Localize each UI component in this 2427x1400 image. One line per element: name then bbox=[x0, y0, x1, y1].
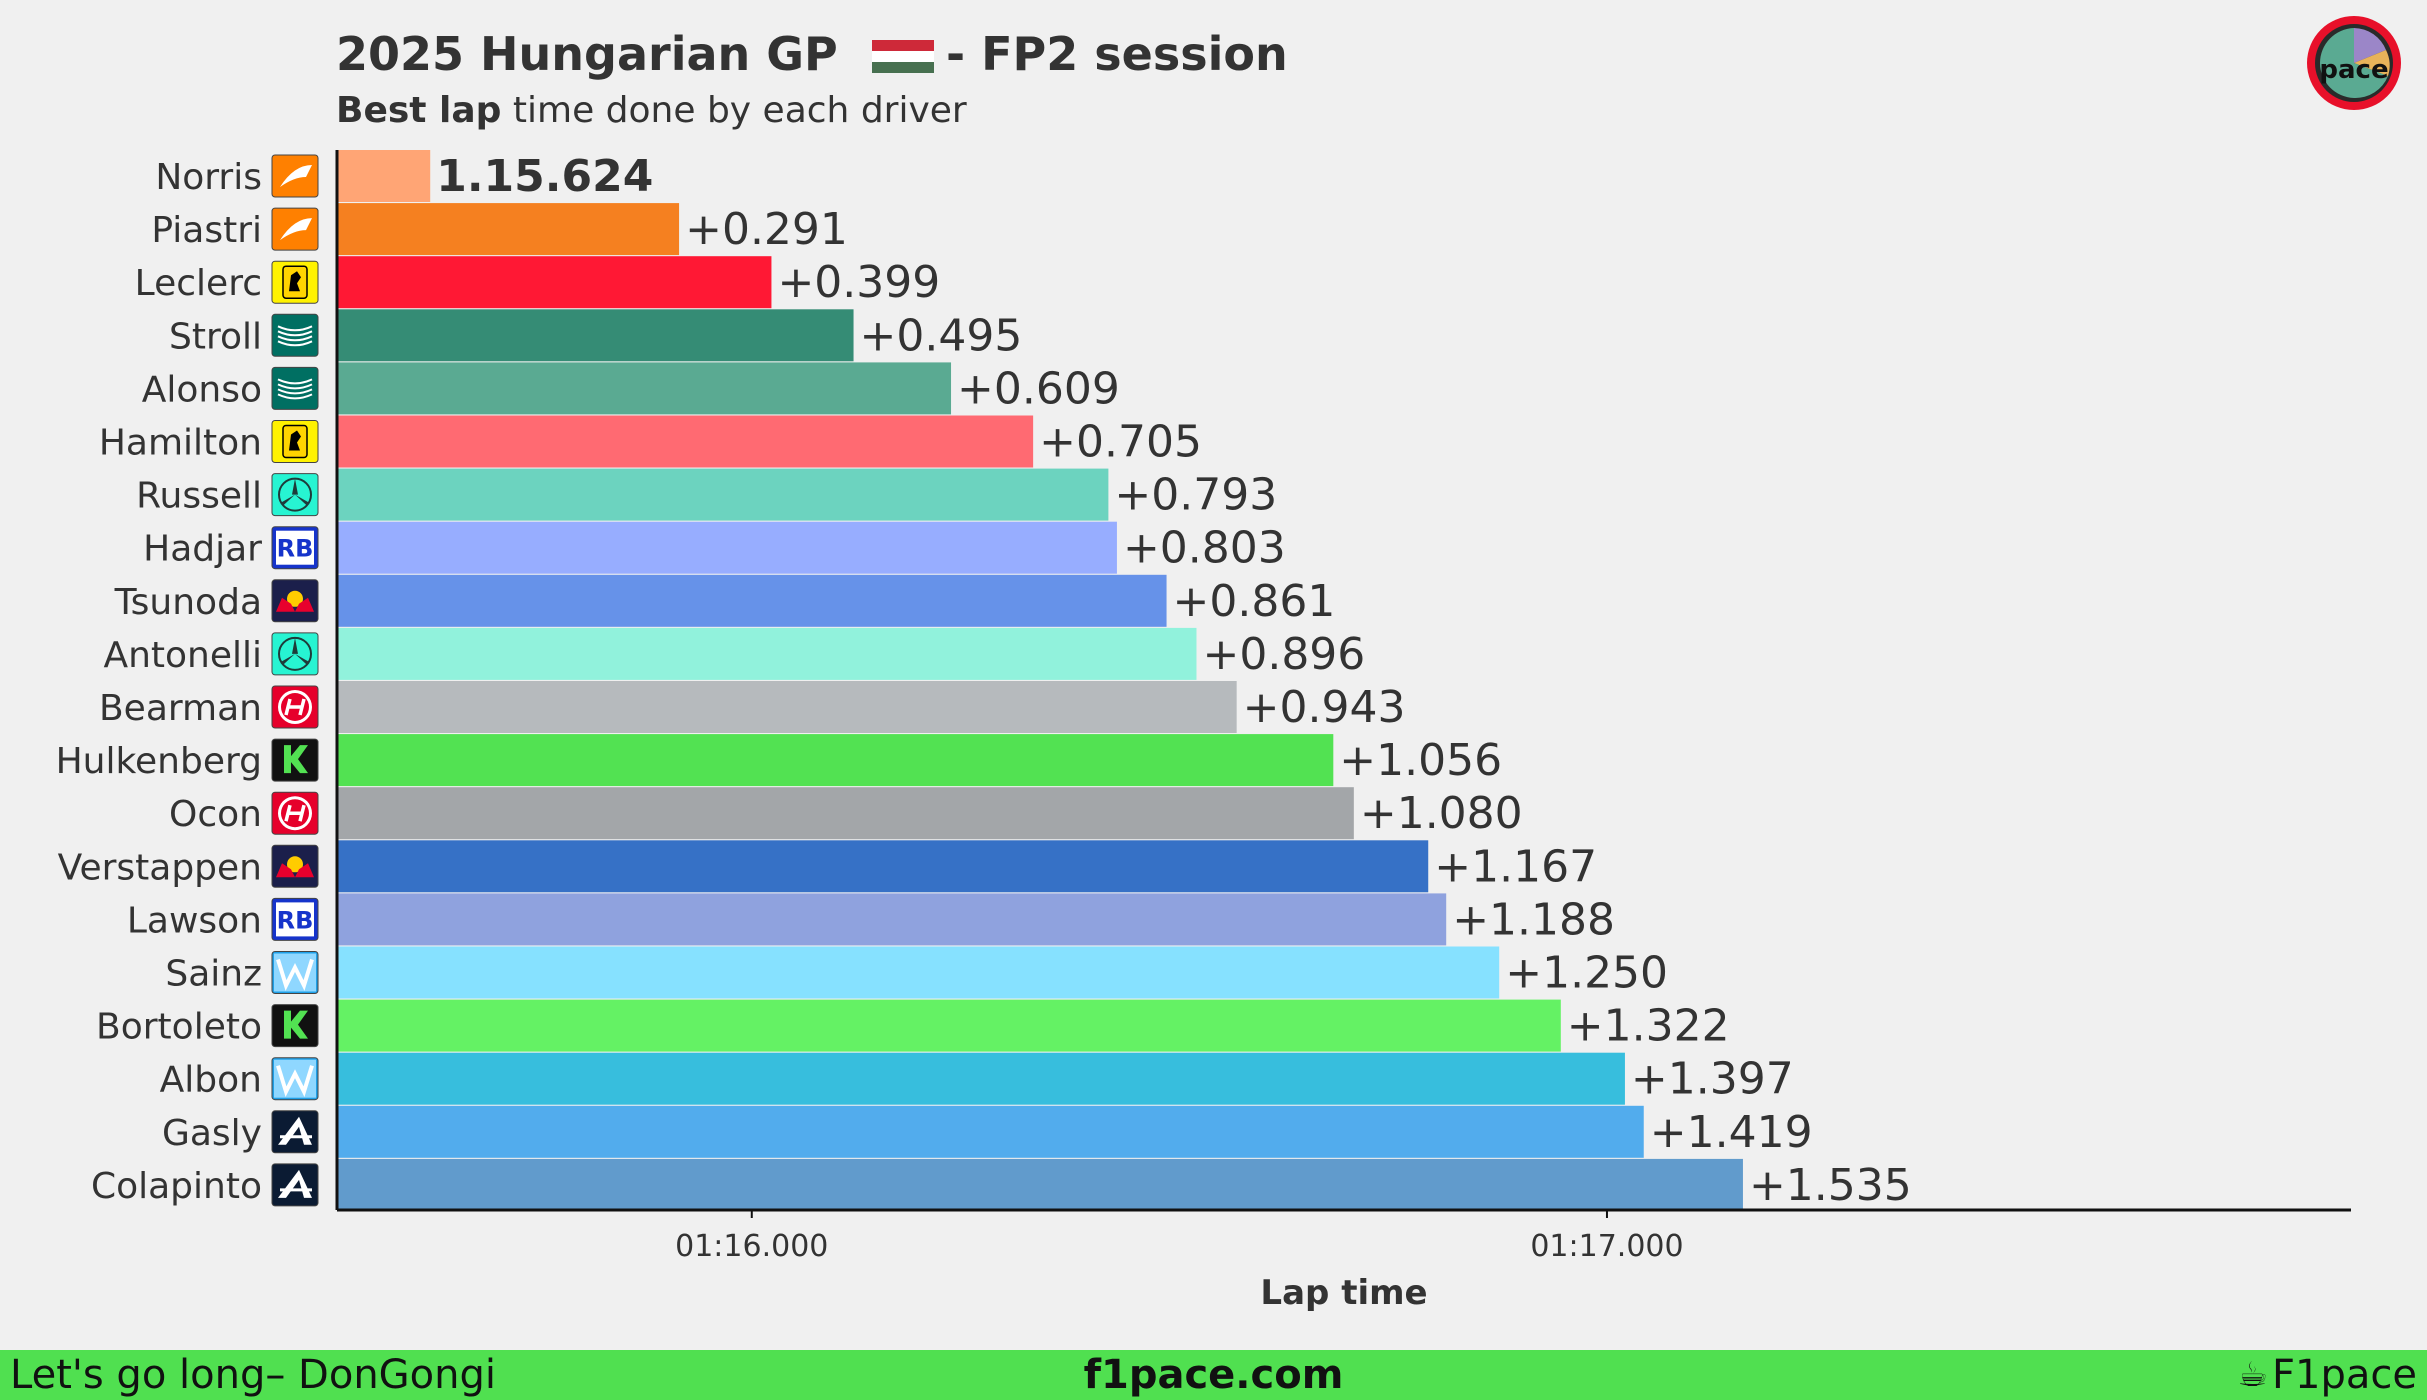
williams-logo-icon bbox=[271, 951, 319, 994]
alpine-logo-icon bbox=[271, 1163, 319, 1207]
value-label-sainz: +1.250 bbox=[1505, 948, 1668, 999]
chart-subtitle: Best lap time done by each driver bbox=[336, 90, 967, 131]
racing-bulls-logo-icon: RB bbox=[271, 897, 319, 941]
red-bull-logo-icon bbox=[271, 579, 319, 623]
ferrari-logo-icon bbox=[271, 420, 319, 463]
value-label-lawson: +1.188 bbox=[1452, 894, 1615, 945]
aston-martin-logo-icon bbox=[271, 366, 319, 410]
subtitle-bold: Best lap bbox=[336, 90, 501, 131]
pace-logo-text: pace bbox=[2319, 55, 2388, 85]
chart-title-part1: 2025 Hungarian GP bbox=[336, 27, 838, 81]
footer-brand: ☕ F1pace bbox=[2238, 1352, 2417, 1398]
aston-martin-logo-icon bbox=[271, 313, 319, 357]
value-label-bearman: +0.943 bbox=[1243, 682, 1406, 733]
value-label-stroll: +0.495 bbox=[860, 310, 1023, 361]
bar-lawson bbox=[337, 893, 1447, 946]
value-label-russell: +0.793 bbox=[1114, 470, 1277, 521]
x-tick-label: 01:16.000 bbox=[675, 1229, 828, 1264]
haas-logo-icon bbox=[271, 685, 319, 729]
subtitle-rest: time done by each driver bbox=[513, 90, 967, 131]
bar-russell bbox=[337, 468, 1109, 521]
driver-label-gasly: Gasly bbox=[162, 1113, 262, 1154]
bar-hulkenberg bbox=[337, 734, 1334, 787]
bar-sainz bbox=[337, 946, 1500, 999]
x-axis-label: Lap time bbox=[1260, 1273, 1427, 1313]
haas-logo-icon bbox=[271, 791, 319, 835]
svg-text:RB: RB bbox=[277, 906, 314, 934]
bar-bearman bbox=[337, 681, 1237, 733]
driver-label-lawson: Lawson bbox=[127, 900, 262, 941]
driver-label-norris: Norris bbox=[155, 157, 262, 198]
mercedes-logo-icon bbox=[271, 473, 319, 517]
mercedes-logo-icon bbox=[271, 632, 319, 676]
bar-hamilton bbox=[337, 415, 1034, 468]
chart-title-part2: - FP2 session bbox=[946, 27, 1288, 81]
footer-brand-text: F1pace bbox=[2272, 1352, 2417, 1398]
value-label-norris: 1.15.624 bbox=[436, 151, 653, 202]
bar-norris bbox=[337, 150, 431, 202]
alpine-logo-icon bbox=[271, 1110, 319, 1154]
driver-label-bortoleto: Bortoleto bbox=[96, 1007, 262, 1048]
value-label-piastri: +0.291 bbox=[685, 204, 848, 255]
hungary-flag-icon bbox=[872, 40, 934, 73]
driver-label-stroll: Stroll bbox=[169, 316, 262, 357]
bar-hadjar bbox=[337, 521, 1117, 574]
driver-label-antonelli: Antonelli bbox=[103, 635, 262, 676]
driver-label-piastri: Piastri bbox=[151, 210, 262, 251]
ferrari-logo-icon bbox=[271, 260, 319, 304]
driver-label-bearman: Bearman bbox=[99, 688, 262, 729]
red-bull-logo-icon bbox=[271, 844, 319, 888]
x-tick-label: 01:17.000 bbox=[1530, 1229, 1683, 1264]
mclaren-logo-icon bbox=[271, 207, 319, 251]
bar-gasly bbox=[337, 1105, 1644, 1158]
mclaren-logo-icon bbox=[271, 154, 319, 198]
value-label-gasly: +1.419 bbox=[1650, 1107, 1813, 1158]
driver-label-hulkenberg: Hulkenberg bbox=[56, 741, 262, 782]
sauber-logo-icon bbox=[271, 738, 319, 782]
value-label-ocon: +1.080 bbox=[1360, 788, 1523, 839]
driver-label-albon: Albon bbox=[160, 1060, 262, 1101]
driver-label-verstappen: Verstappen bbox=[58, 847, 262, 888]
driver-label-leclerc: Leclerc bbox=[135, 263, 262, 304]
pace-logo-icon: pace bbox=[2307, 16, 2401, 110]
driver-label-colapinto: Colapinto bbox=[91, 1166, 262, 1207]
driver-label-sainz: Sainz bbox=[165, 954, 262, 995]
svg-text:RB: RB bbox=[277, 535, 314, 563]
value-label-colapinto: +1.535 bbox=[1749, 1160, 1912, 1211]
value-label-verstappen: +1.167 bbox=[1434, 841, 1597, 892]
value-label-hulkenberg: +1.056 bbox=[1339, 735, 1502, 786]
value-label-albon: +1.397 bbox=[1631, 1054, 1794, 1105]
williams-logo-icon bbox=[271, 1057, 319, 1101]
bar-albon bbox=[337, 1052, 1625, 1105]
racing-bulls-logo-icon: RB bbox=[271, 526, 319, 570]
footer-bar: Let's go long– DonGongi f1pace.com ☕ F1p… bbox=[0, 1350, 2427, 1400]
value-label-alonso: +0.609 bbox=[957, 363, 1120, 414]
sauber-logo-icon bbox=[271, 1004, 319, 1048]
driver-label-tsunoda: Tsunoda bbox=[114, 582, 262, 623]
bar-verstappen bbox=[337, 840, 1429, 893]
driver-label-hamilton: Hamilton bbox=[99, 423, 262, 464]
bar-tsunoda bbox=[337, 574, 1167, 627]
value-label-bortoleto: +1.322 bbox=[1567, 1001, 1730, 1052]
value-label-hadjar: +0.803 bbox=[1123, 523, 1286, 574]
bar-antonelli bbox=[337, 627, 1197, 680]
value-label-hamilton: +0.705 bbox=[1039, 417, 1202, 468]
chart: 2025 Hungarian GP - FP2 session Best lap… bbox=[56, 16, 2401, 1313]
driver-label-ocon: Ocon bbox=[169, 794, 262, 835]
value-label-leclerc: +0.399 bbox=[777, 257, 940, 308]
driver-label-russell: Russell bbox=[136, 476, 262, 517]
bar-leclerc bbox=[337, 256, 772, 309]
value-label-antonelli: +0.896 bbox=[1202, 629, 1365, 680]
footer-tagline: Let's go long– DonGongi bbox=[10, 1352, 496, 1398]
driver-label-hadjar: Hadjar bbox=[143, 529, 262, 570]
bar-ocon bbox=[337, 787, 1354, 840]
bar-piastri bbox=[337, 203, 680, 256]
value-label-tsunoda: +0.861 bbox=[1173, 576, 1336, 627]
bar-colapinto bbox=[337, 1158, 1743, 1211]
bar-bortoleto bbox=[337, 999, 1561, 1052]
cup-icon: ☕ bbox=[2237, 1355, 2269, 1395]
driver-label-alonso: Alonso bbox=[142, 369, 262, 410]
bar-stroll bbox=[337, 309, 854, 362]
bar-alonso bbox=[337, 362, 952, 415]
